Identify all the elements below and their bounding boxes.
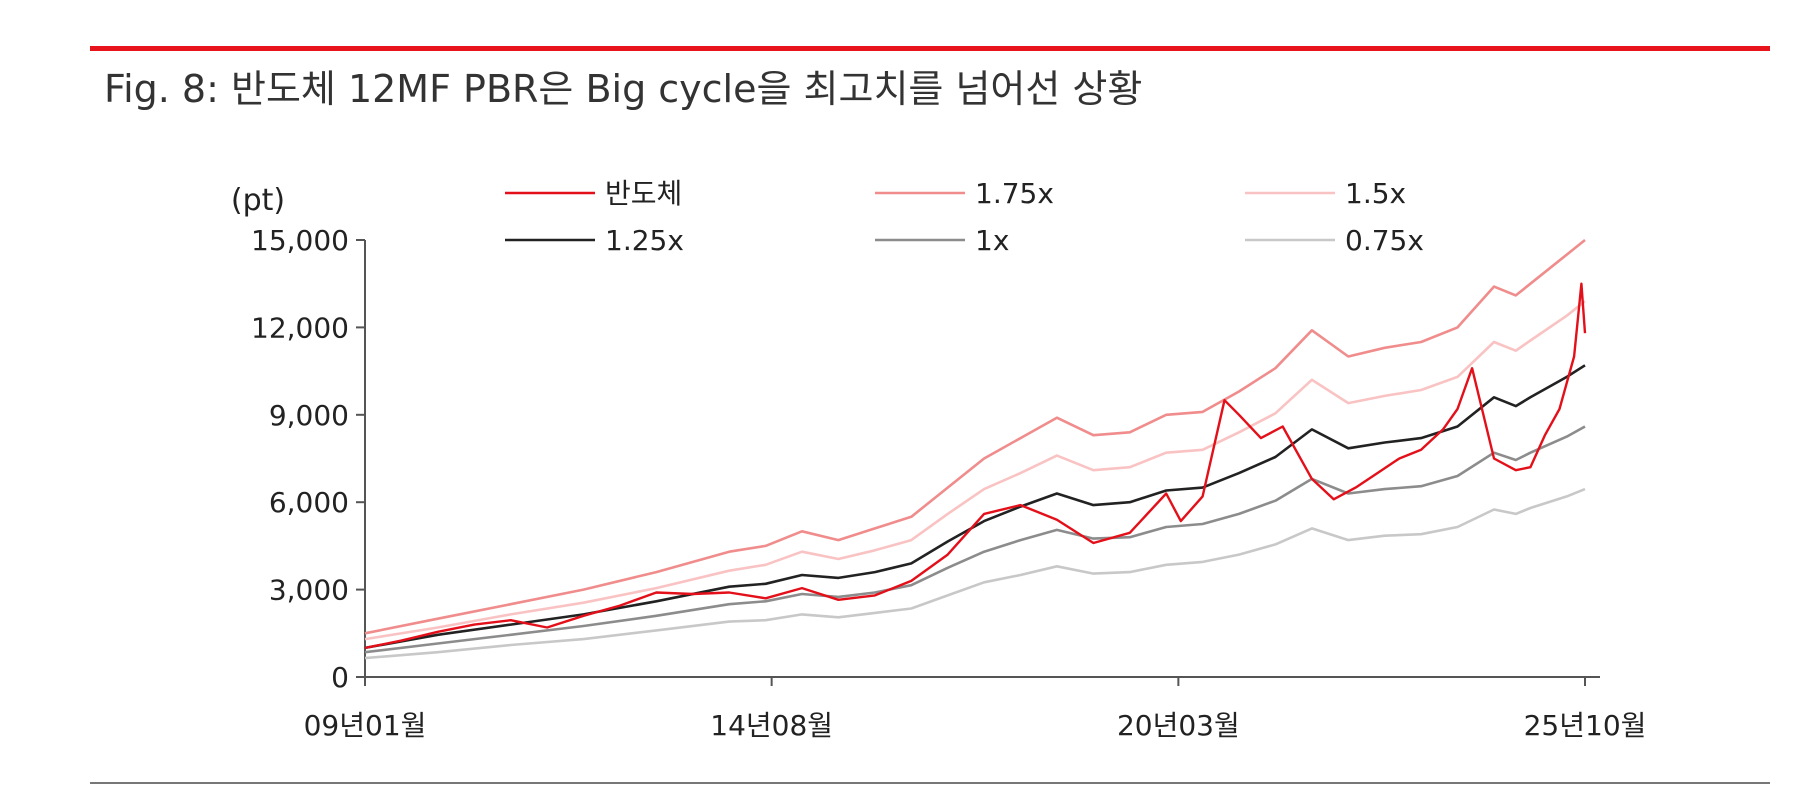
y-tick-label: 3,000: [269, 574, 349, 607]
x-tick-label: 20년03월: [1117, 709, 1240, 742]
series-line-3: [364, 364, 1586, 650]
legend-label-2: 1.5x: [1345, 177, 1406, 210]
y-tick-label: 6,000: [269, 486, 349, 519]
series-line-5: [364, 487, 1586, 660]
y-tick-label: 0: [331, 661, 349, 694]
y-axis-label: (pt): [231, 183, 285, 218]
y-tick-label: 12,000: [251, 311, 349, 344]
legend-label-4: 1x: [975, 224, 1009, 257]
legend-label-0: 반도체: [605, 177, 682, 210]
figure-title: Fig. 8: 반도체 12MF PBR은 Big cycle을 최고치를 넘어…: [104, 67, 1143, 111]
series-line-1: [364, 238, 1586, 635]
x-tick-label: 09년01월: [304, 709, 427, 742]
chart-axes: 0 3,000 6,000 9,000 12,000 15,000 (pt) 09년01월 14…: [231, 183, 1647, 742]
top-rule: [90, 46, 1770, 51]
bottom-rule: [90, 782, 1770, 784]
series-line-4: [364, 425, 1586, 654]
x-tick-label: 14년08월: [710, 709, 833, 742]
legend-label-3: 1.25x: [605, 224, 684, 257]
series-line-0: [364, 282, 1587, 650]
legend-label-5: 0.75x: [1345, 224, 1424, 257]
y-tick-label: 9,000: [269, 399, 349, 432]
legend-label-1: 1.75x: [975, 177, 1054, 210]
chart-series: [364, 238, 1587, 660]
x-tick-label: 25년10월: [1524, 709, 1647, 742]
series-line-2: [364, 300, 1586, 641]
chart-legend: 반도체 1.75x 1.5x 1.25x 1x 0.75x: [505, 177, 1424, 257]
y-tick-label: 15,000: [251, 224, 349, 257]
